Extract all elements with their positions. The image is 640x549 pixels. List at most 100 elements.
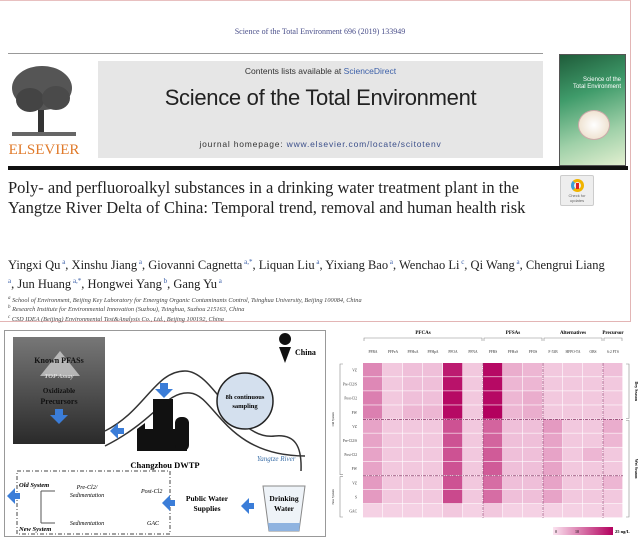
row-label: FW	[352, 467, 358, 471]
drinking-label-2: Water	[274, 504, 295, 513]
author-name[interactable]: Liquan Liu	[258, 258, 315, 272]
row-label: VZ	[352, 425, 357, 429]
check-for-updates-button[interactable]: Check for updates	[560, 175, 594, 206]
heatmap-cell	[383, 363, 403, 377]
heatmap-cell	[523, 475, 543, 490]
column-label: F-53B	[548, 350, 558, 354]
heatmap-cell	[603, 503, 623, 518]
author-affiliation-mark[interactable]: c	[459, 257, 465, 266]
heatmap-cell	[503, 377, 523, 391]
heatmap-cell	[463, 461, 483, 476]
journal-citation[interactable]: Science of the Total Environment 696 (20…	[234, 27, 406, 36]
heatmap-cell	[563, 377, 583, 391]
plant-label: Changzhou DWTP	[130, 460, 199, 470]
article-title: Poly- and perfluoroalkyl substances in a…	[8, 178, 526, 217]
author-affiliation-mark[interactable]: b	[161, 276, 168, 285]
heatmap-cell	[563, 363, 583, 377]
heatmap-cell	[383, 405, 403, 419]
affiliation-key: a	[8, 295, 11, 301]
river-bank	[104, 392, 306, 457]
row-label: Post-Cl2	[344, 453, 357, 457]
heatmap-cell	[543, 503, 563, 518]
heatmap-cell	[443, 503, 463, 518]
author-affiliation-mark[interactable]: a	[60, 257, 66, 266]
author-affiliation-mark[interactable]: a	[8, 276, 12, 285]
homepage-label: journal homepage:	[199, 139, 287, 149]
author-name[interactable]: Xinshu Jiang	[71, 258, 138, 272]
oxidizable-label: Oxidizable	[43, 387, 75, 395]
cover-flower-icon	[578, 110, 610, 140]
row-group-label: Wet Season	[634, 459, 639, 479]
author-affiliation-mark[interactable]: a,*	[242, 257, 253, 266]
affiliation-text: School of Environment, Beijing Key Labor…	[12, 297, 362, 304]
journal-cover[interactable]: Science of the Total Environment	[559, 54, 626, 166]
heatmap-cell	[523, 377, 543, 391]
heatmap-cell	[523, 405, 543, 419]
row-label: VZ	[352, 369, 357, 373]
heatmap-cell	[423, 489, 443, 504]
heatmap-cell	[503, 419, 523, 433]
heatmap-cell	[543, 447, 563, 462]
heatmap-cell	[523, 447, 543, 462]
heatmap-cell	[603, 377, 623, 391]
heatmap-cell	[543, 377, 563, 391]
heatmap-cell	[443, 405, 463, 419]
author-name[interactable]: Giovanni Cagnetta	[148, 258, 243, 272]
author-name[interactable]: Yingxi Qu	[8, 258, 61, 272]
heatmap-cell	[423, 461, 443, 476]
sedimentation-label: Sedimentation	[70, 493, 104, 499]
homepage-line: journal homepage: www.elsevier.com/locat…	[98, 139, 543, 149]
heatmap-cell	[543, 489, 563, 504]
affiliation-text: Research Institute for Environmental Inn…	[12, 306, 245, 314]
column-label: 6:2 FTS	[607, 350, 619, 354]
homepage-link[interactable]: www.elsevier.com/locate/scitotenv	[286, 139, 442, 149]
author-affiliation-mark[interactable]: a,*	[71, 276, 82, 285]
heatmap-cell	[463, 419, 483, 433]
author-name[interactable]: Hongwei Yang	[87, 277, 162, 291]
author-affiliation-mark[interactable]: a	[217, 276, 222, 285]
heatmap-cell	[603, 363, 623, 377]
heatmap-cell	[523, 461, 543, 476]
author-affiliation-mark[interactable]: a	[314, 257, 320, 266]
row-group-bracket	[626, 420, 630, 518]
heatmap-cell	[483, 475, 503, 490]
heatmap-cell	[603, 391, 623, 405]
contents-line: Contents lists available at ScienceDirec…	[98, 66, 543, 76]
post-cl2-label: Post-Cl2	[140, 489, 162, 495]
row-group-label: New System	[331, 489, 335, 505]
heatmap-cell	[443, 447, 463, 462]
check-updates-label: Check for updates	[568, 193, 586, 203]
author-affiliation-mark[interactable]: a	[388, 257, 393, 266]
heatmap-cell	[503, 503, 523, 518]
heatmap-cell	[443, 489, 463, 504]
heatmap-cell	[383, 391, 403, 405]
author-affiliation-mark[interactable]: a	[137, 257, 143, 266]
heatmap-cell	[363, 461, 383, 476]
author-name[interactable]: Wenchao Li	[399, 258, 460, 272]
heatmap-cell	[483, 419, 503, 433]
column-label: PFHpA	[428, 350, 439, 354]
elsevier-logo: ELSEVIER	[9, 66, 79, 158]
heatmap-cell	[543, 405, 563, 419]
factory-icon	[137, 399, 189, 451]
public-supplies-label-1: Public Water	[186, 494, 229, 503]
author-name[interactable]: Chengrui Liang	[525, 258, 605, 272]
heatmap-cell	[443, 377, 463, 391]
heatmap-cell	[463, 391, 483, 405]
heatmap-cell	[363, 391, 383, 405]
heatmap-cell	[483, 503, 503, 518]
sampling-label-1: 8h continuous	[226, 394, 265, 401]
author-name[interactable]: Gang Yu	[173, 277, 217, 291]
column-label: PFHxS	[508, 350, 518, 354]
author-affiliation-mark[interactable]: a	[514, 257, 520, 266]
author-name[interactable]: Qi Wang	[470, 258, 515, 272]
heatmap-cell	[483, 489, 503, 504]
author-name[interactable]: Jun Huang	[17, 277, 72, 291]
sciencedirect-link[interactable]: ScienceDirect	[343, 66, 397, 76]
heatmap-cell	[403, 377, 423, 391]
heatmap-cell	[463, 433, 483, 447]
author-name[interactable]: Yixiang Bao	[325, 258, 389, 272]
column-label: HFPO-TA	[566, 350, 581, 354]
new-system-label: New System	[18, 526, 51, 533]
heatmap-cell	[403, 489, 423, 504]
